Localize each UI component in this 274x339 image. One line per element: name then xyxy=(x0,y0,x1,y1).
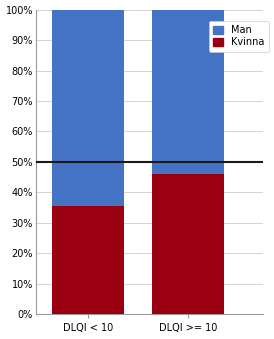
Bar xyxy=(52,9,124,206)
Bar xyxy=(52,206,124,314)
Bar xyxy=(152,174,224,314)
Legend: Man, Kvinna: Man, Kvinna xyxy=(209,21,269,52)
Bar xyxy=(152,9,224,174)
